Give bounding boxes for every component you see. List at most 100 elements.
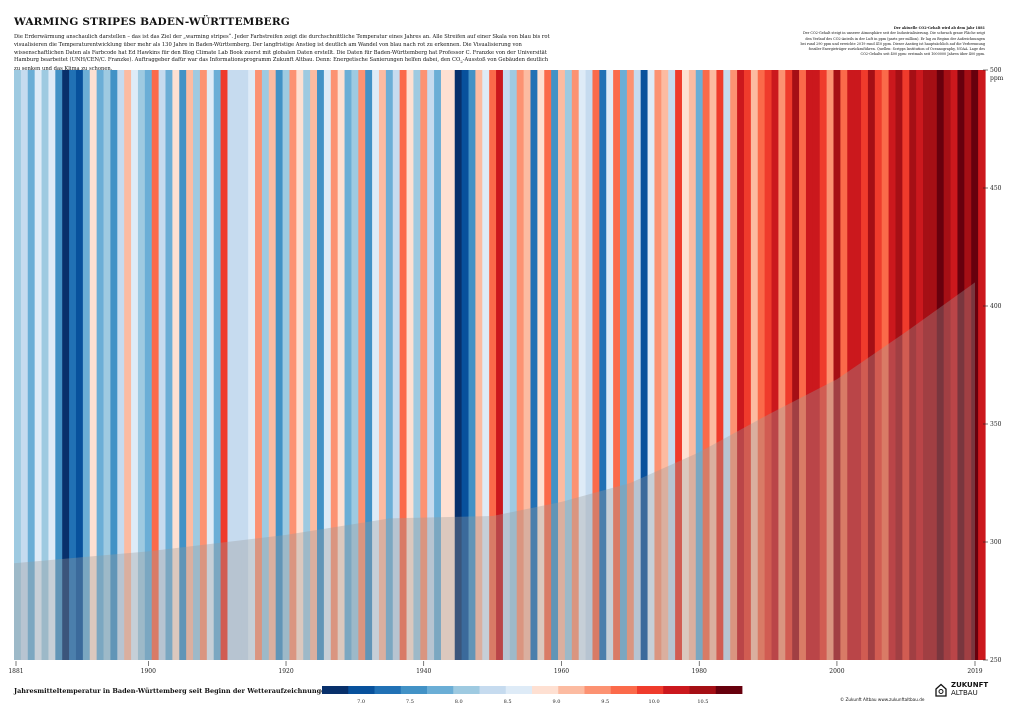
co2-area bbox=[14, 282, 975, 660]
stripe-2010 bbox=[902, 70, 910, 660]
stripe-1988 bbox=[750, 70, 759, 660]
stripe-1937 bbox=[399, 70, 408, 660]
stripe-2014 bbox=[929, 70, 938, 660]
stripe-1977 bbox=[675, 70, 683, 660]
stripe-1910 bbox=[213, 70, 222, 660]
stripe-1911 bbox=[220, 70, 229, 660]
stripe-1997 bbox=[812, 70, 821, 660]
y-tick-label-400: 400 bbox=[990, 303, 1002, 310]
stripe-1948 bbox=[475, 70, 483, 660]
stripe-1949 bbox=[482, 70, 490, 660]
stripe-1923 bbox=[303, 70, 311, 660]
stripe-1909 bbox=[206, 70, 215, 660]
stripe-1887 bbox=[55, 70, 63, 660]
stripe-2003 bbox=[854, 70, 862, 660]
stripe-1929 bbox=[344, 70, 353, 660]
stripe-1932 bbox=[365, 70, 373, 660]
stripe-1913 bbox=[234, 70, 242, 660]
stripe-2018 bbox=[957, 70, 965, 660]
stripe-1989 bbox=[757, 70, 766, 660]
stripe-1921 bbox=[289, 70, 297, 660]
x-tick-label-1900: 1900 bbox=[141, 668, 156, 675]
stripe-1908 bbox=[199, 70, 208, 660]
stripe-1931 bbox=[358, 70, 366, 660]
stripe-2006 bbox=[874, 70, 883, 660]
chart-caption: Jahresmitteltemperatur in Baden-Württemb… bbox=[14, 687, 384, 695]
x-tick-label-1920: 1920 bbox=[278, 668, 293, 675]
y-tick-label-300: 300 bbox=[990, 539, 1002, 546]
stripe-1935 bbox=[385, 70, 394, 660]
stripe-1957 bbox=[537, 70, 545, 660]
logo-line-1: ZUKUNFT bbox=[951, 681, 989, 689]
stripe-1958 bbox=[544, 70, 552, 660]
stripe-1952 bbox=[502, 70, 511, 660]
stripe-1939 bbox=[413, 70, 421, 660]
stripe-1969 bbox=[620, 70, 628, 660]
stripe-1928 bbox=[337, 70, 346, 660]
stripe-2009 bbox=[895, 70, 903, 660]
stripe-1940 bbox=[420, 70, 428, 660]
stripe-1964 bbox=[585, 70, 594, 660]
stripe-1994 bbox=[792, 70, 800, 660]
stripe-1983 bbox=[716, 70, 724, 660]
stripe-1973 bbox=[647, 70, 656, 660]
stripe-1986 bbox=[737, 70, 745, 660]
y-tick-label-250: 250 bbox=[990, 657, 1002, 664]
stripe-1927 bbox=[330, 70, 339, 660]
stripe-1917 bbox=[261, 70, 270, 660]
stripe-1955 bbox=[523, 70, 532, 660]
copyright: © Zukunft Altbau www.zukunftaltbau.de bbox=[840, 697, 925, 702]
y-unit-label: ppm bbox=[990, 75, 1004, 82]
stripe-1975 bbox=[661, 70, 669, 660]
stripe-1896 bbox=[117, 70, 125, 660]
stripe-1916 bbox=[255, 70, 263, 660]
stripe-1915 bbox=[248, 70, 256, 660]
stripe-1889 bbox=[69, 70, 77, 660]
stripe-2004 bbox=[861, 70, 869, 660]
stripe-1938 bbox=[406, 70, 415, 660]
stripe-2011 bbox=[909, 70, 917, 660]
stripe-1907 bbox=[193, 70, 201, 660]
stripe-1995 bbox=[799, 70, 807, 660]
stripe-1951 bbox=[496, 70, 504, 660]
stripe-1886 bbox=[48, 70, 56, 660]
stripe-1893 bbox=[96, 70, 105, 660]
stripe-1965 bbox=[592, 70, 600, 660]
stripe-1966 bbox=[599, 70, 607, 660]
stripe-1888 bbox=[62, 70, 70, 660]
stripe-1925 bbox=[317, 70, 325, 660]
x-tick-label-1940: 1940 bbox=[416, 668, 431, 675]
stripe-1898 bbox=[131, 70, 139, 660]
stripe-1946 bbox=[461, 70, 470, 660]
y-tick-label-500: 500 bbox=[990, 67, 1002, 74]
x-tick-label-2000: 2000 bbox=[829, 668, 844, 675]
stripe-1980 bbox=[695, 70, 704, 660]
stripe-1942 bbox=[434, 70, 442, 660]
stripe-1912 bbox=[227, 70, 235, 660]
stripe-1906 bbox=[186, 70, 194, 660]
stripe-1974 bbox=[654, 70, 662, 660]
zukunft-altbau-logo: ZUKUNFT ALTBAU bbox=[935, 681, 989, 697]
stripe-1943 bbox=[440, 70, 449, 660]
stripe-1961 bbox=[564, 70, 573, 660]
stripe-2005 bbox=[867, 70, 876, 660]
stripe-1959 bbox=[551, 70, 559, 660]
stripe-1922 bbox=[296, 70, 304, 660]
stripe-1990 bbox=[764, 70, 773, 660]
stripe-1914 bbox=[241, 70, 249, 660]
stripe-1936 bbox=[392, 70, 401, 660]
stripe-2019 bbox=[964, 70, 972, 660]
stripe-1993 bbox=[785, 70, 793, 660]
stripe-1941 bbox=[427, 70, 435, 660]
stripes-group bbox=[14, 70, 986, 660]
stripe-1992 bbox=[778, 70, 786, 660]
logo-line-2: ALTBAU bbox=[951, 688, 978, 697]
stripe-1891 bbox=[82, 70, 91, 660]
stripe-1978 bbox=[681, 70, 690, 660]
stripe-1924 bbox=[310, 70, 318, 660]
y-tick-label-350: 350 bbox=[990, 421, 1002, 428]
stripe-1956 bbox=[530, 70, 538, 660]
stripe-1919 bbox=[275, 70, 284, 660]
x-tick-label-1980: 1980 bbox=[692, 668, 707, 675]
